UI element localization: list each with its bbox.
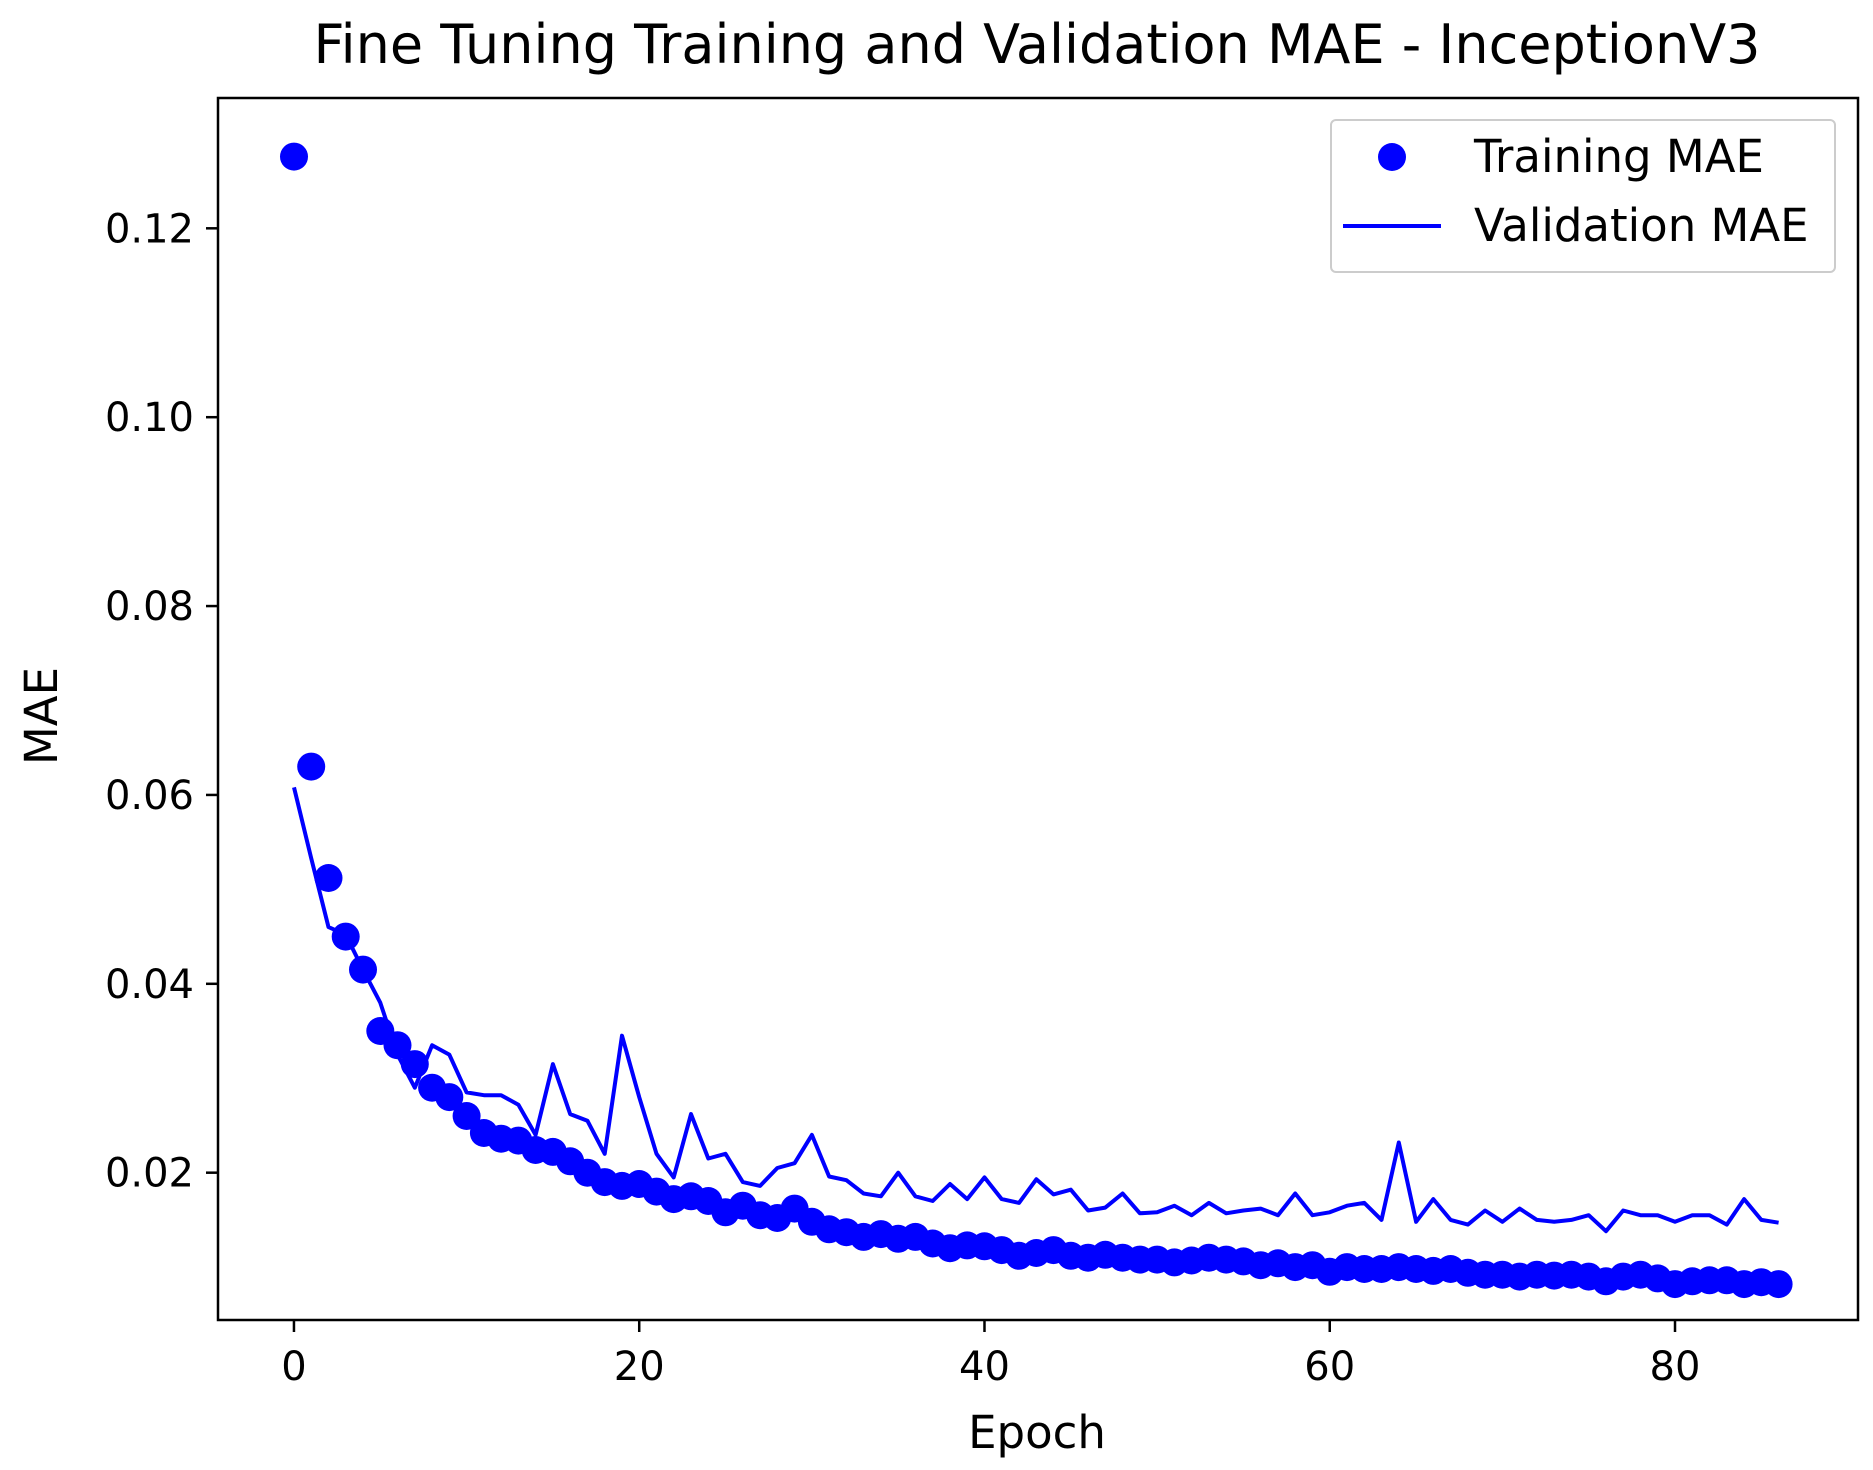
training-series bbox=[280, 142, 1793, 1299]
x-tick-label: 0 bbox=[281, 1344, 306, 1390]
y-axis-label: MAE bbox=[15, 667, 68, 765]
validation-mae-line bbox=[292, 786, 1779, 1234]
training-mae-point bbox=[435, 1083, 464, 1112]
axes-frame bbox=[216, 96, 1860, 1322]
training-mae-point bbox=[400, 1050, 429, 1079]
y-tick-label: 0.12 bbox=[105, 206, 194, 252]
training-mae-point bbox=[297, 752, 326, 781]
training-mae-point bbox=[331, 922, 360, 951]
y-tick-label: 0.10 bbox=[105, 395, 194, 441]
x-tick-label: 40 bbox=[959, 1344, 1010, 1390]
legend-training-label: Training MAE bbox=[1473, 130, 1764, 183]
chart-title: Fine Tuning Training and Validation MAE … bbox=[313, 13, 1760, 76]
y-tick-label: 0.04 bbox=[105, 962, 194, 1008]
training-mae-point bbox=[452, 1102, 481, 1130]
plot-area bbox=[280, 142, 1793, 1299]
x-axis: 0 20 40 60 80 bbox=[281, 1320, 1700, 1390]
training-mae-point bbox=[383, 1031, 412, 1060]
x-tick-label: 20 bbox=[614, 1344, 665, 1390]
y-axis: 0.02 0.04 0.06 0.08 0.10 0.12 bbox=[105, 206, 218, 1197]
legend-validation-label: Validation MAE bbox=[1474, 199, 1809, 252]
y-tick-label: 0.08 bbox=[105, 584, 194, 630]
x-tick-label: 80 bbox=[1650, 1344, 1701, 1390]
training-mae-point bbox=[1764, 1270, 1793, 1299]
validation-series bbox=[292, 786, 1779, 1234]
training-mae-point bbox=[314, 864, 343, 892]
y-tick-label: 0.06 bbox=[105, 773, 194, 819]
legend-box bbox=[1330, 119, 1836, 273]
legend: Training MAE Validation MAE bbox=[1330, 119, 1836, 273]
x-tick-label: 60 bbox=[1304, 1344, 1355, 1390]
legend-training-marker bbox=[1378, 143, 1406, 171]
y-tick-label: 0.02 bbox=[105, 1151, 194, 1197]
training-mae-point bbox=[349, 955, 377, 984]
x-axis-label: Epoch bbox=[968, 1406, 1106, 1459]
training-mae-point bbox=[280, 142, 308, 171]
